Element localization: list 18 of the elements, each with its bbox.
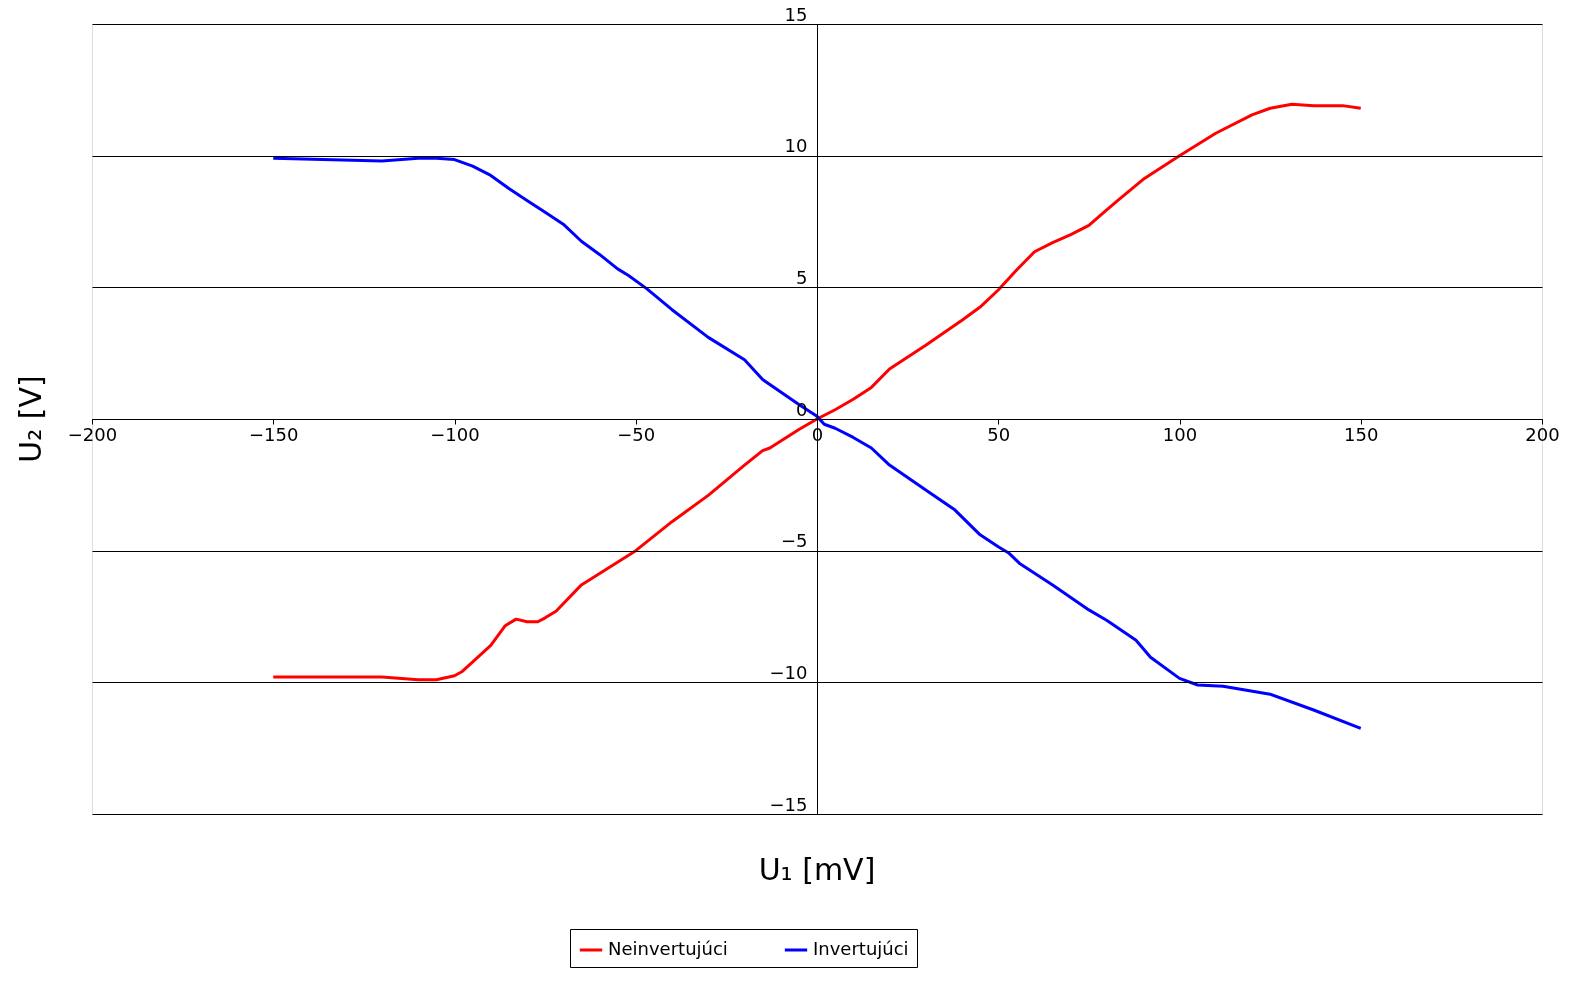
legend-label: Neinvertujúci	[608, 938, 728, 959]
x-tick-label: 50	[987, 423, 1011, 445]
x-tick-label: −150	[249, 423, 299, 445]
x-tick-label: −100	[430, 423, 480, 445]
y-axis-title: U₂ [V]	[13, 375, 48, 463]
legend-label: Invertujúci	[813, 938, 909, 959]
x-axis-title: U₁ [mV]	[758, 852, 876, 887]
y-tick-label: −15	[769, 793, 808, 815]
y-tick-label: −10	[769, 661, 808, 683]
y-tick-label: 5	[796, 266, 808, 288]
x-tick-label: 200	[1525, 423, 1560, 445]
x-tick-label: −50	[617, 423, 656, 445]
x-tick-label: −200	[67, 423, 118, 445]
x-tick-label: 100	[1162, 423, 1198, 445]
y-tick-label: 15	[784, 3, 808, 25]
y-tick-label: −5	[780, 530, 808, 552]
y-tick-label: 10	[784, 135, 808, 157]
x-tick-label: 150	[1344, 423, 1379, 445]
